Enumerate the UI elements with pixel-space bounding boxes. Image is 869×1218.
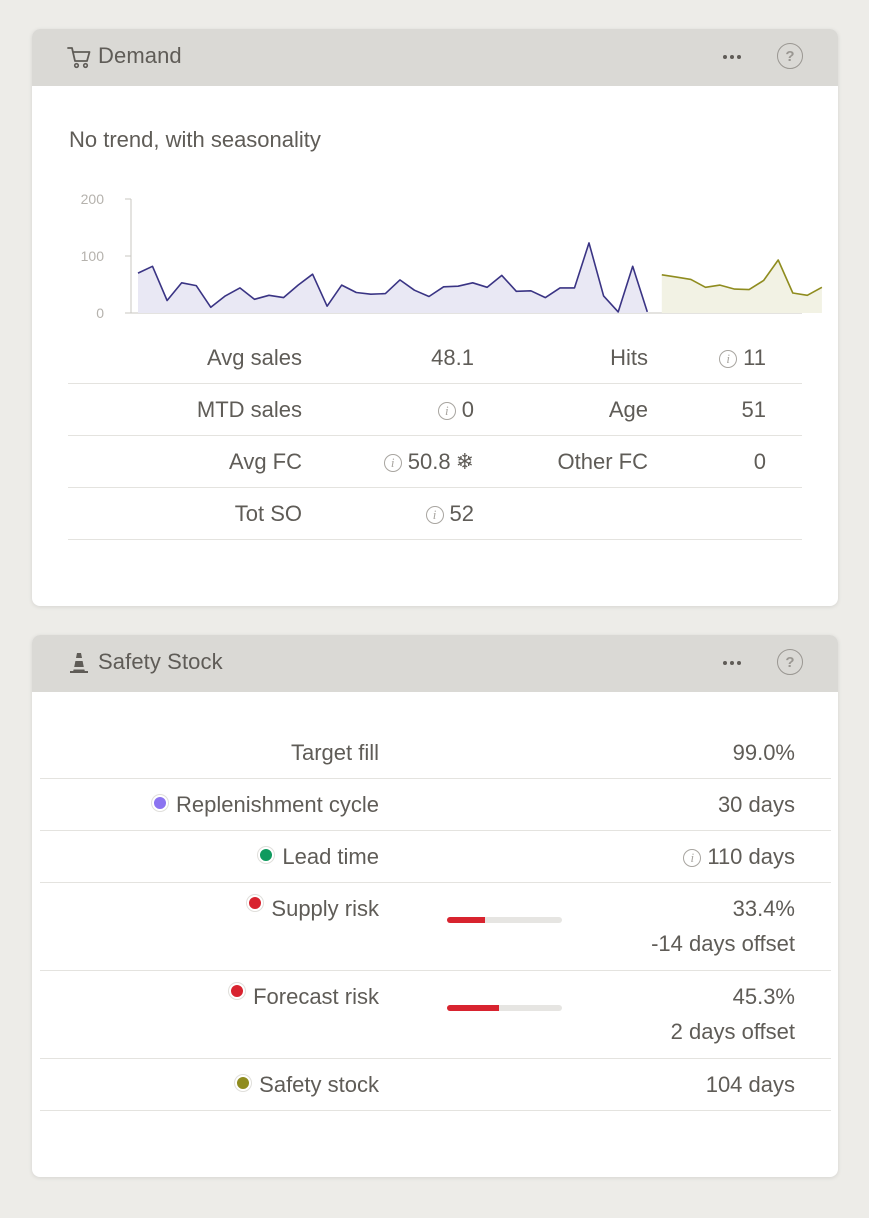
stat-value: 48.1 — [431, 345, 474, 371]
legend-dot — [247, 895, 264, 911]
safety-row-value-text: 99.0% — [732, 740, 795, 765]
stat-label: Age — [608, 397, 648, 422]
info-icon[interactable]: i — [383, 454, 402, 472]
safety-row-offset: -14 days offset — [651, 931, 795, 956]
stat-value-text: 0 — [753, 449, 766, 474]
risk-bar — [447, 1005, 562, 1011]
stat-label: Hits — [610, 345, 648, 370]
safety-row: Forecast risk 45.3% 2 days offset — [40, 971, 831, 1059]
demand-subtitle: No trend, with seasonality — [69, 127, 321, 152]
info-icon[interactable]: i — [683, 849, 702, 867]
safety-row: Supply risk 33.4% -14 days offset — [40, 883, 831, 971]
safety-row-label: Target fill — [290, 740, 379, 765]
stat-value: 51 — [742, 397, 766, 423]
snowflake-icon: ❄ — [455, 449, 474, 474]
info-icon[interactable]: i — [719, 350, 738, 368]
safety-title: Safety Stock — [98, 649, 223, 674]
safety-help-icon[interactable]: ? — [777, 649, 803, 675]
stat-value: i 50.8 ❄ — [383, 449, 474, 475]
safety-row: Target fill 99.0% — [40, 727, 831, 779]
legend-dot — [235, 1075, 252, 1091]
stat-value-text: 0 — [461, 397, 474, 422]
safety-row-label: Safety stock — [259, 1072, 379, 1097]
stat-value-text: 51 — [741, 397, 766, 422]
series-history-line — [137, 242, 649, 313]
stat-label: Avg FC — [229, 449, 302, 474]
series-history-area — [138, 242, 648, 313]
safety-row-value-text: 110 days — [707, 844, 795, 869]
stat-row: Avg sales 48.1 Hits i 11 — [68, 332, 802, 384]
cart-icon — [67, 47, 91, 69]
safety-row-value: 45.3% — [733, 984, 795, 1010]
safety-row-value-text: 33.4% — [732, 896, 795, 921]
safety-row-value: i 110 days — [683, 844, 795, 870]
info-icon[interactable]: i — [425, 506, 444, 524]
safety-row: Safety stock 104 days — [40, 1059, 831, 1111]
safety-row-label: Lead time — [282, 844, 379, 869]
demand-header: Demand ? — [32, 29, 838, 86]
legend-dot — [152, 795, 169, 811]
stat-row: Tot SO i 52 — [68, 488, 802, 540]
demand-more-button[interactable] — [718, 43, 746, 71]
safety-row-value-text: 45.3% — [732, 984, 795, 1009]
stat-value-text: 11 — [743, 345, 766, 370]
safety-row: Lead time i 110 days — [40, 831, 831, 883]
series-forecast-area — [661, 260, 822, 313]
safety-row-value: 104 days — [706, 1072, 795, 1098]
safety-header: Safety Stock ? — [32, 635, 838, 692]
stat-label: Tot SO — [234, 501, 302, 526]
safety-row-label: Supply risk — [271, 896, 379, 921]
stat-value: 0 — [754, 449, 766, 475]
stat-label: MTD sales — [196, 397, 302, 422]
stat-row: Avg FC i 50.8 ❄ Other FC 0 — [68, 436, 802, 488]
stat-value: i 11 — [719, 345, 766, 371]
legend-dot — [229, 983, 246, 999]
stat-value: i 52 — [425, 501, 474, 527]
safety-more-button[interactable] — [718, 649, 746, 677]
stat-value-text: 52 — [449, 501, 474, 526]
stat-label: Avg sales — [207, 345, 302, 370]
y-tick-label: 100 — [81, 248, 105, 264]
stat-value-text: 48.1 — [431, 345, 474, 370]
y-tick-label: 200 — [81, 191, 105, 207]
demand-chart: 0 100 200 — [81, 191, 823, 321]
traffic-cone-icon — [70, 653, 88, 673]
safety-stock-card: Safety Stock ? Target fill 99.0% Replenish… — [32, 635, 838, 1177]
safety-row-offset: 2 days offset — [670, 1019, 795, 1044]
safety-row-value: 99.0% — [733, 740, 795, 766]
safety-row-label: Forecast risk — [253, 984, 379, 1009]
stat-value-text: 50.8 — [407, 449, 451, 474]
safety-row-label: Replenishment cycle — [176, 792, 379, 817]
series-forecast-line — [661, 259, 823, 297]
stat-label: Other FC — [557, 449, 648, 474]
demand-help-icon[interactable]: ? — [777, 43, 803, 69]
safety-row-value-text: 30 days — [717, 792, 795, 817]
safety-row: Replenishment cycle 30 days — [40, 779, 831, 831]
legend-dot — [258, 847, 275, 863]
risk-bar-fill — [447, 917, 486, 923]
stat-row: MTD sales i 0 Age 51 — [68, 384, 802, 436]
safety-row-value: 33.4% — [733, 896, 795, 922]
demand-title: Demand — [98, 43, 182, 68]
safety-row-value: 30 days — [718, 792, 795, 818]
risk-bar — [447, 917, 562, 923]
y-tick-label: 0 — [96, 305, 104, 321]
safety-row-value-text: 104 days — [705, 1072, 795, 1097]
info-icon[interactable]: i — [437, 402, 456, 420]
demand-card: Demand ? No trend, with seasonality 0 100… — [32, 29, 838, 606]
risk-bar-fill — [447, 1005, 500, 1011]
